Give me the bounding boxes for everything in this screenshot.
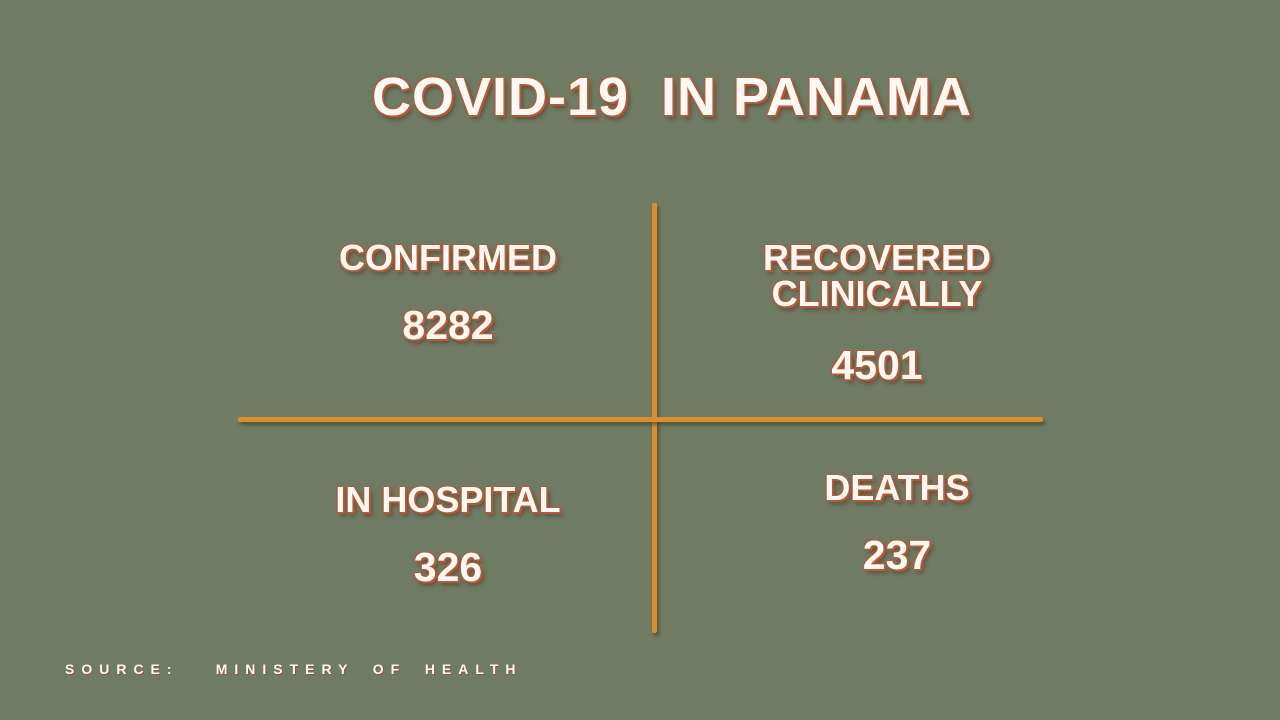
confirmed-value: 8282 (402, 302, 494, 348)
confirmed-label: CONFIRMED (339, 237, 557, 278)
recovered-clinically-value: 4501 (831, 342, 923, 388)
source-attribution: SOURCE: MINISTERY OF HEALTH (65, 661, 523, 677)
quadrant-confirmed: CONFIRMED 8282 (268, 240, 628, 349)
quadrant-recovered-clinically: RECOVERED CLINICALLY 4501 (697, 240, 1057, 389)
horizontal-divider-line (238, 417, 1043, 422)
deaths-value: 237 (862, 532, 932, 578)
deaths-label: DEATHS (824, 467, 970, 508)
in-hospital-value: 326 (413, 544, 483, 590)
in-hospital-label: IN HOSPITAL (335, 479, 561, 520)
slide-title: COVID-19 IN PANAMA (371, 67, 973, 127)
quadrant-in-hospital: IN HOSPITAL 326 (268, 482, 628, 591)
recovered-clinically-label: RECOVERED CLINICALLY (762, 237, 992, 314)
quadrant-deaths: DEATHS 237 (717, 470, 1077, 579)
